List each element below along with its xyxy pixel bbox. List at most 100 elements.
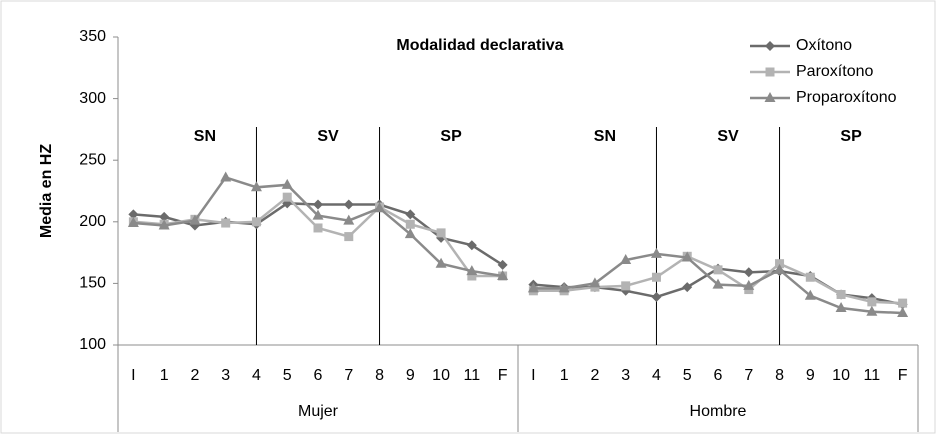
x-tick-label: I [131, 367, 135, 384]
point [774, 263, 786, 274]
legend-label: Paroxítono [796, 63, 873, 80]
x-tick-label: I [531, 367, 535, 384]
point [765, 41, 775, 51]
x-tick-label: 11 [464, 367, 481, 384]
point [282, 192, 292, 202]
point [743, 279, 755, 290]
section-label: SV [317, 128, 339, 145]
section-label: SN [194, 128, 216, 145]
point [343, 214, 355, 225]
point [866, 305, 878, 316]
section-label: SP [440, 128, 462, 145]
x-tick-label: 7 [744, 367, 753, 384]
point [281, 178, 293, 189]
x-tick-label: 1 [160, 367, 169, 384]
point [867, 297, 877, 307]
point [681, 251, 693, 262]
y-tick-label: 200 [79, 213, 106, 230]
point [836, 289, 846, 299]
x-tick-label: 3 [221, 367, 230, 384]
point [344, 232, 354, 242]
x-tick-label: 4 [652, 367, 661, 384]
y-tick-label: 350 [79, 28, 106, 45]
group-label: Mujer [298, 403, 339, 420]
x-tick-label: 5 [683, 367, 692, 384]
x-tick-label: 1 [560, 367, 569, 384]
point [650, 247, 662, 258]
point [743, 267, 754, 278]
point [405, 209, 416, 220]
x-tick-label: 7 [344, 367, 353, 384]
x-tick-label: F [898, 367, 908, 384]
point [497, 259, 508, 270]
section-label: SN [594, 128, 616, 145]
x-tick-label: 10 [432, 367, 450, 384]
point [313, 199, 323, 210]
x-tick-label: F [498, 367, 508, 384]
point [221, 218, 231, 228]
point [712, 278, 724, 289]
point [467, 271, 477, 281]
x-tick-label: 4 [252, 367, 261, 384]
section-label: SV [717, 128, 739, 145]
x-tick-label: 8 [775, 367, 784, 384]
point [404, 228, 416, 239]
point [620, 253, 632, 264]
x-tick-label: 6 [314, 367, 323, 384]
point [898, 298, 908, 308]
chart-title: Modalidad declarativa [396, 37, 563, 54]
point [621, 281, 631, 291]
point [497, 270, 509, 281]
point [775, 259, 785, 269]
point [835, 302, 847, 313]
point [764, 92, 776, 102]
point [805, 272, 815, 282]
point [435, 257, 447, 268]
x-tick-label: 3 [621, 367, 630, 384]
x-tick-label: 8 [375, 367, 384, 384]
x-tick-label: 2 [590, 367, 599, 384]
point [713, 265, 723, 275]
section-label: SP [840, 128, 862, 145]
point [127, 217, 139, 228]
y-axis-label: Media en HZ [38, 144, 55, 238]
point [220, 171, 232, 182]
legend-label: Oxítono [796, 37, 852, 54]
point [436, 228, 446, 238]
y-tick-label: 250 [79, 151, 106, 168]
point [158, 219, 170, 230]
x-tick-label: 11 [864, 367, 881, 384]
point [527, 282, 539, 293]
point [374, 202, 386, 213]
point [189, 214, 201, 225]
point [682, 282, 693, 293]
point [343, 199, 354, 210]
point [589, 277, 601, 288]
x-tick-label: 10 [832, 367, 850, 384]
x-tick-label: 2 [190, 367, 199, 384]
x-tick-label: 6 [714, 367, 723, 384]
point [651, 291, 662, 302]
x-tick-label: 5 [283, 367, 292, 384]
point [897, 306, 909, 317]
y-tick-label: 100 [79, 336, 106, 353]
x-tick-label: 9 [406, 367, 415, 384]
point [405, 219, 415, 229]
point [466, 240, 477, 251]
point [558, 282, 570, 293]
point [251, 217, 261, 227]
y-tick-label: 150 [79, 275, 106, 292]
point [651, 272, 661, 282]
group-label: Hombre [690, 403, 747, 420]
point [250, 181, 262, 192]
point [159, 211, 170, 222]
legend-label: Proparoxítono [796, 89, 897, 106]
point [312, 209, 324, 220]
point [128, 209, 139, 220]
point [765, 67, 775, 77]
y-tick-label: 300 [79, 90, 106, 107]
x-tick-label: 9 [806, 367, 815, 384]
point [466, 265, 478, 276]
point [804, 289, 816, 300]
